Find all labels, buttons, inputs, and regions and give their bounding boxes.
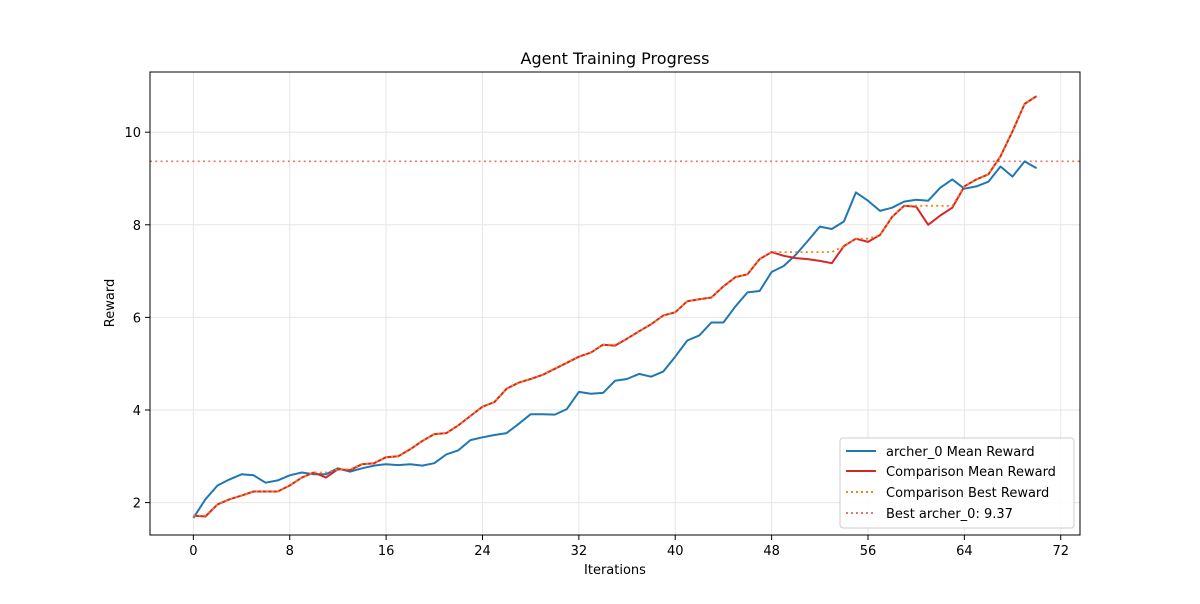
y-tick-label: 6 [133,311,141,326]
legend-label: archer_0 Mean Reward [886,445,1035,460]
y-axis-label: Reward [103,279,118,327]
y-tick-label: 8 [133,219,141,234]
legend-item-comparison-best: Comparison Best Reward [846,486,1049,501]
x-tick-label: 16 [378,544,395,559]
y-tick-label: 10 [124,126,141,141]
axes-frame [149,71,1081,536]
x-tick-label: 32 [571,544,588,559]
y-tick-label: 2 [133,497,141,512]
plot-area [150,95,1080,519]
chart-title: Agent Training Progress [521,49,710,68]
legend-label: Comparison Mean Reward [886,465,1056,480]
x-tick-label: 48 [763,544,780,559]
y-tick-label: 4 [133,404,141,419]
legend-item-archer-mean: archer_0 Mean Reward [846,445,1035,460]
x-axis-ticks: 0 8 16 24 32 40 48 56 64 72 [189,535,1069,559]
legend-label: Comparison Best Reward [886,486,1049,501]
x-tick-label: 64 [956,544,973,559]
series-line-0 [192,160,1038,519]
legend: archer_0 Mean Reward Comparison Mean Rew… [839,437,1075,529]
x-tick-label: 8 [286,544,294,559]
grid-lines [150,72,1080,535]
x-axis-label: Iterations [584,563,646,578]
series-line-2 [193,95,1038,517]
x-tick-label: 40 [667,544,684,559]
legend-item-best-archer: Best archer_0: 9.37 [846,507,1013,522]
legend-label: Best archer_0: 9.37 [886,507,1013,522]
x-tick-label: 56 [860,544,877,559]
y-axis-ticks: 2 4 6 8 10 [124,126,150,512]
legend-box [839,437,1075,529]
legend-item-comparison-mean: Comparison Mean Reward [846,465,1056,480]
x-tick-label: 72 [1052,544,1069,559]
x-tick-label: 24 [474,544,491,559]
x-tick-label: 0 [189,544,197,559]
